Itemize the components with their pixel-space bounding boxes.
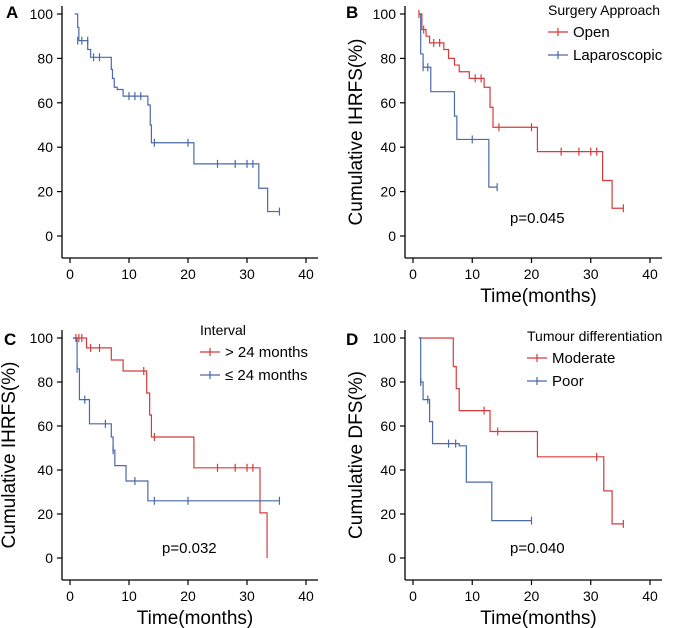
x-tick-label: 10 bbox=[464, 266, 480, 282]
x-tick-label: 20 bbox=[524, 266, 540, 282]
y-tick-label: 80 bbox=[380, 50, 396, 66]
y-axis-title: Cumulative DFS(%) bbox=[346, 371, 367, 539]
x-tick-label: 10 bbox=[121, 266, 137, 282]
x-tick-label: 20 bbox=[524, 588, 540, 604]
survival-curve bbox=[418, 13, 498, 188]
y-tick-label: 0 bbox=[388, 550, 396, 566]
legend-entry: Poor bbox=[527, 373, 584, 390]
y-tick-label: 0 bbox=[388, 228, 396, 244]
panel-label: D bbox=[346, 330, 358, 349]
y-axis-title: Cumulative IHRFS(%) bbox=[346, 39, 367, 226]
legend-label: > 24 months bbox=[225, 344, 308, 361]
survival-curve bbox=[72, 337, 268, 558]
panel-label: C bbox=[4, 330, 16, 349]
y-tick-label: 20 bbox=[37, 506, 53, 522]
y-tick-label: 60 bbox=[37, 418, 53, 434]
km-series-0 bbox=[418, 337, 624, 528]
survival-curve bbox=[418, 337, 532, 522]
y-tick-label: 60 bbox=[380, 418, 396, 434]
survival-curve bbox=[72, 337, 280, 502]
km-series-0 bbox=[74, 13, 281, 216]
legend-entry: > 24 months bbox=[200, 344, 308, 361]
panel-label: B bbox=[346, 3, 358, 22]
y-tick-label: 100 bbox=[373, 6, 397, 22]
y-axis-title: Cumulative IHRFS(%) bbox=[0, 362, 20, 549]
x-tick-label: 30 bbox=[583, 266, 599, 282]
survival-curve bbox=[418, 13, 624, 209]
legend-entry: Open bbox=[548, 24, 610, 41]
y-tick-label: 40 bbox=[380, 462, 396, 478]
y-tick-label: 40 bbox=[380, 139, 396, 155]
legend-entry: Laparoscopic bbox=[548, 47, 663, 64]
legend-label: Open bbox=[573, 24, 610, 41]
legend-entry: ≤ 24 months bbox=[200, 367, 307, 384]
km-panel-c: 0 20 40 60 80 100 0 10 20 30 40 C Time(months) Cumula… bbox=[0, 322, 318, 628]
x-tick-label: 20 bbox=[180, 266, 196, 282]
legend-label: Moderate bbox=[552, 350, 615, 367]
km-panel-d: 0 20 40 60 80 100 0 10 20 30 40 D Time(months) Cumula… bbox=[346, 328, 662, 628]
y-tick-label: 80 bbox=[37, 374, 53, 390]
x-tick-label: 20 bbox=[180, 588, 196, 604]
x-tick-label: 0 bbox=[409, 266, 417, 282]
km-panel-a: 0 20 40 60 80 100 0 10 20 30 40 A bbox=[6, 3, 318, 282]
x-tick-label: 0 bbox=[66, 266, 74, 282]
y-tick-label: 80 bbox=[380, 374, 396, 390]
y-tick-label: 100 bbox=[30, 6, 54, 22]
x-tick-label: 0 bbox=[409, 588, 417, 604]
x-tick-label: 30 bbox=[239, 266, 255, 282]
p-value-annotation: p=0.032 bbox=[162, 540, 217, 557]
y-tick-label: 100 bbox=[373, 330, 397, 346]
x-axis-title: Time(months) bbox=[480, 608, 596, 628]
x-axis-title: Time(months) bbox=[480, 286, 596, 307]
legend-label: ≤ 24 months bbox=[225, 367, 307, 384]
legend-title: Interval bbox=[200, 322, 246, 338]
km-panel-b: 0 20 40 60 80 100 0 10 20 30 40 B Time(months) Cumula… bbox=[346, 2, 663, 307]
y-tick-label: 20 bbox=[37, 184, 53, 200]
y-tick-label: 60 bbox=[37, 95, 53, 111]
km-series-1 bbox=[72, 337, 281, 505]
y-tick-label: 40 bbox=[37, 139, 53, 155]
x-tick-label: 40 bbox=[298, 266, 314, 282]
km-series-1 bbox=[418, 337, 533, 525]
y-tick-label: 0 bbox=[45, 228, 53, 244]
x-axis-title: Time(months) bbox=[137, 608, 253, 628]
x-tick-label: 10 bbox=[464, 588, 480, 604]
x-tick-label: 10 bbox=[121, 588, 137, 604]
legend-title: Surgery Approach bbox=[548, 2, 660, 18]
km-series-0 bbox=[418, 10, 624, 213]
y-tick-label: 80 bbox=[37, 50, 53, 66]
y-tick-label: 100 bbox=[30, 330, 54, 346]
km-series-0 bbox=[72, 334, 268, 558]
y-tick-label: 60 bbox=[380, 95, 396, 111]
y-tick-label: 0 bbox=[45, 550, 53, 566]
legend-label: Laparoscopic bbox=[573, 47, 663, 64]
panel-label: A bbox=[6, 3, 18, 22]
km-series-1 bbox=[418, 13, 498, 192]
x-tick-label: 30 bbox=[239, 588, 255, 604]
x-tick-label: 0 bbox=[66, 588, 74, 604]
p-value-annotation: p=0.040 bbox=[510, 540, 565, 557]
legend-label: Poor bbox=[552, 373, 584, 390]
y-tick-label: 20 bbox=[380, 184, 396, 200]
x-tick-label: 30 bbox=[583, 588, 599, 604]
legend-title: Tumour differentiation bbox=[527, 328, 662, 344]
p-value-annotation: p=0.045 bbox=[510, 210, 565, 227]
x-tick-label: 40 bbox=[642, 266, 658, 282]
x-tick-label: 40 bbox=[642, 588, 658, 604]
y-tick-label: 40 bbox=[37, 462, 53, 478]
survival-curve bbox=[74, 13, 280, 213]
survival-curve bbox=[418, 337, 624, 525]
legend-entry: Moderate bbox=[527, 350, 615, 367]
x-tick-label: 40 bbox=[298, 588, 314, 604]
y-tick-label: 20 bbox=[380, 506, 396, 522]
